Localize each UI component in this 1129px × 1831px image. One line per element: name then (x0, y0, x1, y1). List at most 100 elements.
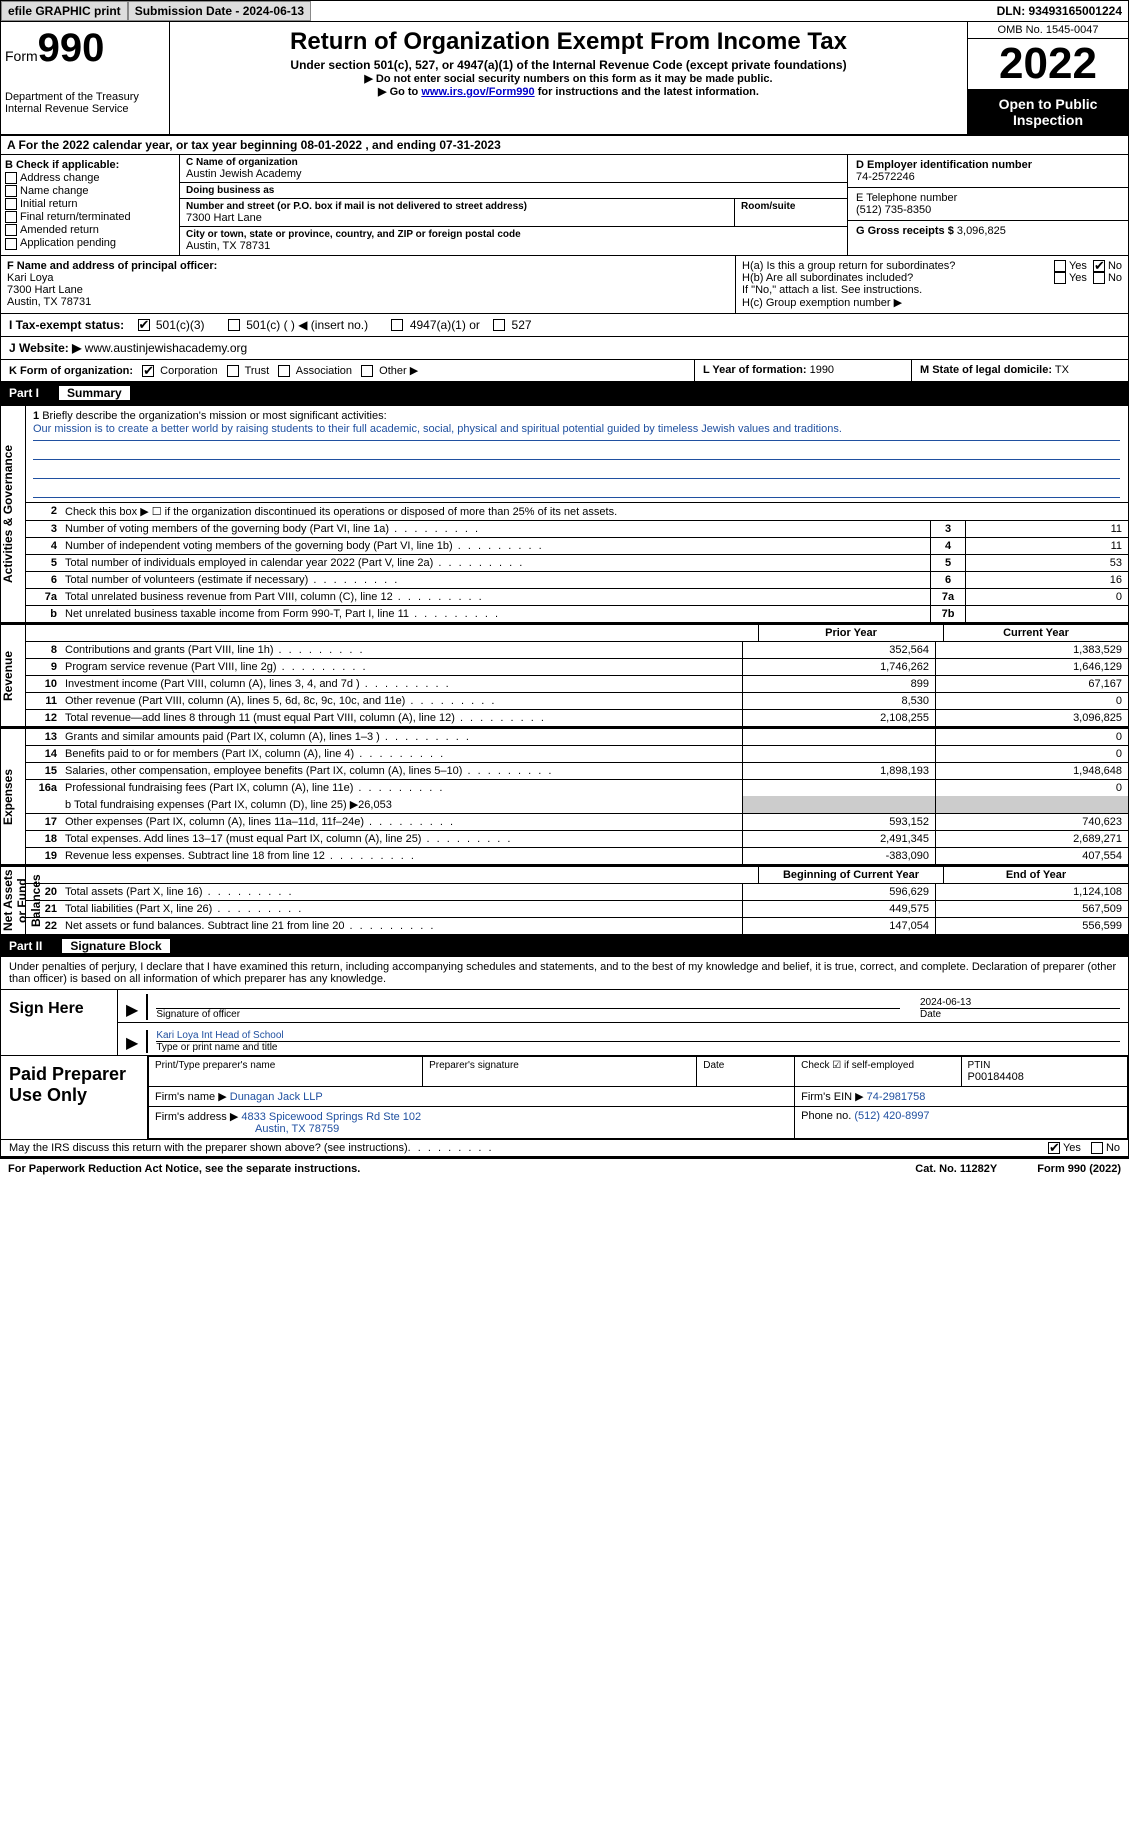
i-4947-check[interactable] (391, 319, 403, 331)
type-name-label: Type or print name and title (156, 1042, 1120, 1053)
i-501c3-check[interactable] (138, 319, 150, 331)
dba-label: Doing business as (186, 185, 841, 196)
k-corp-check[interactable] (142, 365, 154, 377)
section-bcd: B Check if applicable: Address change Na… (0, 155, 1129, 256)
k-trust-check[interactable] (227, 365, 239, 377)
section-i: I Tax-exempt status: 501(c)(3) 501(c) ( … (0, 314, 1129, 337)
k-assoc-check[interactable] (278, 365, 290, 377)
f-label: F Name and address of principal officer: (7, 260, 729, 272)
prep-table: Print/Type preparer's name Preparer's si… (148, 1056, 1128, 1139)
top-bar: efile GRAPHIC print Submission Date - 20… (0, 0, 1129, 22)
check-initial-return[interactable]: Initial return (5, 198, 175, 210)
signature-section: Under penalties of perjury, I declare th… (0, 957, 1129, 1157)
summary-row: 6Total number of volunteers (estimate if… (25, 572, 1128, 589)
side-exp: Expenses (1, 729, 26, 864)
line1-block: 1 Briefly describe the organization's mi… (25, 406, 1128, 503)
addr-label: Number and street (or P.O. box if mail i… (186, 201, 728, 212)
page: efile GRAPHIC print Submission Date - 20… (0, 0, 1129, 1179)
summary-row: 8Contributions and grants (Part VIII, li… (25, 642, 1128, 659)
summary-row: 19Revenue less expenses. Subtract line 1… (25, 848, 1128, 864)
paid-prep-row: Paid Preparer Use Only Print/Type prepar… (1, 1056, 1128, 1139)
ha-no-check[interactable] (1093, 260, 1105, 272)
side-rev: Revenue (1, 625, 26, 726)
form-title: Return of Organization Exempt From Incom… (174, 28, 963, 56)
arrow-icon: ▶ (126, 1033, 138, 1053)
side-gov: Activities & Governance (1, 406, 26, 622)
part1-num: Part I (9, 386, 59, 400)
line2: 2 Check this box ▶ ☐ if the organization… (25, 503, 1128, 521)
summary-row: 5Total number of individuals employed in… (25, 555, 1128, 572)
check-amended[interactable]: Amended return (5, 224, 175, 236)
section-klm: K Form of organization: Corporation Trus… (0, 360, 1129, 382)
col-begin: Beginning of Current Year (758, 867, 943, 883)
officer-name: Kari Loya (7, 272, 729, 284)
mission-blank3 (33, 479, 1120, 498)
dept-treasury: Department of the Treasury Internal Reve… (5, 91, 165, 115)
section-h: H(a) Is this a group return for subordin… (735, 256, 1128, 313)
hb-label: H(b) Are all subordinates included? (742, 272, 1054, 284)
i-501c-check[interactable] (228, 319, 240, 331)
irs-link[interactable]: www.irs.gov/Form990 (421, 86, 534, 98)
check-final-return[interactable]: Final return/terminated (5, 211, 175, 223)
irs-yes-check[interactable] (1048, 1142, 1060, 1154)
summary-row: 14Benefits paid to or for members (Part … (25, 746, 1128, 763)
k-other-check[interactable] (361, 365, 373, 377)
summary-row: 7aTotal unrelated business revenue from … (25, 589, 1128, 606)
phone: (512) 735-8350 (856, 204, 1120, 216)
header-mid: Return of Organization Exempt From Incom… (170, 22, 967, 134)
summary-row: 10Investment income (Part VIII, column (… (25, 676, 1128, 693)
summary-exp: Expenses 13Grants and similar amounts pa… (0, 727, 1129, 865)
section-j: J Website: ▶ www.austinjewishacademy.org (0, 337, 1129, 360)
col-prior: Prior Year (758, 625, 943, 641)
i-label: I Tax-exempt status: (9, 318, 124, 332)
sig-date: 2024-06-13 (920, 997, 1120, 1009)
check-app-pending[interactable]: Application pending (5, 237, 175, 249)
section-m: M State of legal domicile: TX (912, 360, 1128, 381)
j-label: J Website: ▶ (9, 341, 81, 355)
part2-num: Part II (9, 939, 62, 953)
gross: 3,096,825 (957, 225, 1006, 237)
section-k: K Form of organization: Corporation Trus… (1, 360, 695, 381)
line16b: b Total fundraising expenses (Part IX, c… (25, 796, 1128, 814)
irs-no-check[interactable] (1091, 1142, 1103, 1154)
may-irs-row: May the IRS discuss this return with the… (1, 1139, 1128, 1156)
summary-row: 22Net assets or fund balances. Subtract … (25, 918, 1128, 934)
summary-row: bNet unrelated business taxable income f… (25, 606, 1128, 622)
summary-row: 20Total assets (Part X, line 16)596,6291… (25, 884, 1128, 901)
subtitle-2: ▶ Do not enter social security numbers o… (174, 72, 963, 85)
addr: 7300 Hart Lane (186, 212, 728, 224)
summary-row: 3Number of voting members of the governi… (25, 521, 1128, 538)
room-label: Room/suite (741, 201, 841, 212)
form-word: Form (5, 48, 38, 64)
section-c: C Name of organization Austin Jewish Aca… (180, 155, 847, 255)
check-address-change[interactable]: Address change (5, 172, 175, 184)
summary-gov: Activities & Governance 1 Briefly descri… (0, 404, 1129, 623)
part2-header: Part II Signature Block (0, 935, 1129, 957)
pra-notice: For Paperwork Reduction Act Notice, see … (8, 1163, 360, 1175)
officer-addr2: Austin, TX 78731 (7, 296, 729, 308)
net-header: Beginning of Current Year End of Year (25, 867, 1128, 884)
rev-header: Prior Year Current Year (25, 625, 1128, 642)
summary-row: 21Total liabilities (Part X, line 26)449… (25, 901, 1128, 918)
section-fh: F Name and address of principal officer:… (0, 256, 1129, 314)
sign-here-row: Sign Here ▶ Signature of officer 2024-06… (1, 990, 1128, 1056)
col-end: End of Year (943, 867, 1128, 883)
subtitle-3: ▶ Go to www.irs.gov/Form990 for instruct… (174, 85, 963, 98)
hb-note: If "No," attach a list. See instructions… (742, 284, 1122, 296)
tax-year: 2022 (968, 39, 1128, 90)
i-527-check[interactable] (493, 319, 505, 331)
header-right: OMB No. 1545-0047 2022 Open to Public In… (967, 22, 1128, 134)
efile-print-button[interactable]: efile GRAPHIC print (1, 1, 128, 21)
ha-yes-check[interactable] (1054, 260, 1066, 272)
sig-officer-label: Signature of officer (156, 1009, 900, 1020)
footer: For Paperwork Reduction Act Notice, see … (0, 1157, 1129, 1179)
ha-label: H(a) Is this a group return for subordin… (742, 260, 1054, 272)
sign-here-label: Sign Here (1, 990, 118, 1055)
check-name-change[interactable]: Name change (5, 185, 175, 197)
section-b: B Check if applicable: Address change Na… (1, 155, 180, 255)
may-irs-label: May the IRS discuss this return with the… (9, 1142, 408, 1154)
phone-label: E Telephone number (856, 192, 1120, 204)
side-net: Net Assets or Fund Balances (1, 867, 26, 934)
hb-yes-check[interactable] (1054, 272, 1066, 284)
section-l: L Year of formation: 1990 (695, 360, 912, 381)
